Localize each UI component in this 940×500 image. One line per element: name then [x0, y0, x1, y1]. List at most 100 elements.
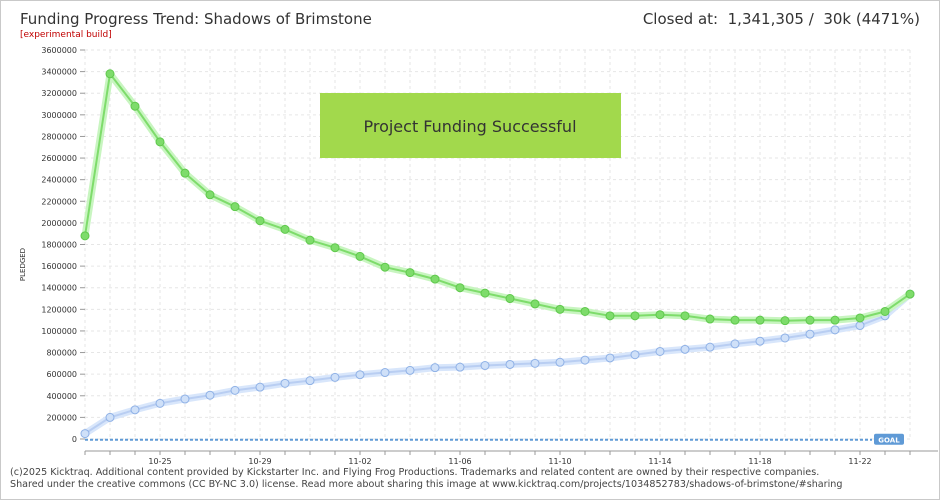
pledged-data-point [255, 382, 265, 392]
trend-data-point [455, 283, 465, 293]
x-tick-label: 11-10 [548, 457, 571, 466]
y-tick-label: 600000 [46, 370, 77, 379]
pledged-data-point [455, 362, 465, 372]
trend-data-point [830, 315, 840, 325]
trend-data-point [430, 274, 440, 284]
trend-data-point [655, 310, 665, 320]
pledged-data-point [855, 321, 865, 331]
page-title: Funding Progress Trend: Shadows of Brims… [20, 10, 372, 28]
pledged-data-point [105, 412, 115, 422]
success-banner-box [320, 93, 621, 158]
pledged-data-point [405, 365, 415, 375]
pledged-data-point [680, 344, 690, 354]
trend-data-point [355, 251, 365, 261]
trend-data-point [405, 268, 415, 278]
pledged-data-point [705, 342, 715, 352]
trend-data-point [180, 168, 190, 178]
x-tick-label: 10-25 [148, 457, 171, 466]
trend-data-point [705, 314, 715, 324]
x-tick-label: 11-14 [648, 457, 671, 466]
pledged-data-point [605, 353, 615, 363]
y-tick-label: 2200000 [41, 197, 77, 206]
success-banner-text: Project Funding Successful [363, 117, 576, 136]
pledged-data-point [555, 357, 565, 367]
y-tick-label: 3600000 [41, 46, 77, 55]
copyright-footer: (c)2025 Kicktraq. Additional content pro… [10, 467, 842, 491]
trend-data-point [105, 69, 115, 79]
goal-badge-label: GOAL [878, 436, 900, 444]
y-tick-label: 2800000 [41, 132, 77, 141]
trend-data-point [205, 190, 215, 200]
success-banner: Project Funding Successful [320, 93, 621, 158]
pledged-data-point [280, 378, 290, 388]
pledged-series-line [84, 293, 911, 435]
y-tick-label: 800000 [46, 349, 77, 358]
pledged-data-point [130, 405, 140, 415]
pledged-data-point [180, 394, 190, 404]
trend-data-point [280, 224, 290, 234]
pledged-series-band [81, 290, 914, 438]
trend-data-point [780, 316, 790, 326]
pledged-data-point [430, 363, 440, 373]
trend-data-point [505, 294, 515, 304]
pledged-data-point [655, 346, 665, 356]
trend-data-point [530, 299, 540, 309]
pledged-data-point [305, 376, 315, 386]
trend-data-point [905, 289, 915, 299]
y-tick-label: 1400000 [41, 284, 77, 293]
trend-data-point [805, 315, 815, 325]
y-tick-label: 2000000 [41, 219, 77, 228]
pledged-data-point [505, 359, 515, 369]
trend-data-point [730, 315, 740, 325]
trend-data-point [380, 262, 390, 272]
trend-data-point [80, 231, 90, 241]
trend-data-point [555, 304, 565, 314]
pledged-data-point [580, 355, 590, 365]
trend-data-point [605, 311, 615, 321]
trend-data-point [630, 311, 640, 321]
x-tick-label: 11-22 [848, 457, 871, 466]
y-tick-label: 400000 [46, 392, 77, 401]
y-tick-label: 1000000 [41, 327, 77, 336]
trend-data-point [880, 306, 890, 316]
trend-data-point [230, 202, 240, 212]
x-tick-label: 11-06 [448, 457, 471, 466]
series-group [80, 69, 915, 439]
trend-data-point [305, 235, 315, 245]
closed-at-summary: Closed at: 1,341,305 / 30k (4471%) [642, 10, 920, 28]
y-tick-label: 2400000 [41, 176, 77, 185]
pledged-data-point [755, 336, 765, 346]
x-tick-label: 11-02 [348, 457, 371, 466]
trend-data-point [480, 288, 490, 298]
x-axis: 10-25 10-29 11-02 11-06 11-10 11-14 11-18 11-22 [84, 450, 938, 466]
y-tick-label: 2600000 [41, 154, 77, 163]
trend-data-point [755, 315, 765, 325]
goal-line: GOAL [85, 433, 904, 445]
pledged-data-point [805, 329, 815, 339]
pledged-data-point [630, 350, 640, 360]
pledged-data-point [330, 372, 340, 382]
y-tick-label: 0 [72, 435, 77, 444]
y-tick-label: 3400000 [41, 68, 77, 77]
y-axis: 0 200000 400000 600000 800000 1000000 1200000 1… [41, 46, 85, 444]
pledged-data-point [355, 370, 365, 380]
x-tick-label: 11-18 [748, 457, 771, 466]
trend-data-point [680, 311, 690, 321]
trend-series-line [84, 72, 911, 322]
pledged-data-point [230, 385, 240, 395]
build-badge: [experimental build] [20, 30, 112, 40]
y-tick-label: 3200000 [41, 89, 77, 98]
y-tick-label: 1800000 [41, 241, 77, 250]
pledged-data-point [780, 333, 790, 343]
x-tick-label: 10-29 [248, 457, 271, 466]
pledged-data-point [380, 368, 390, 378]
pledged-data-point [155, 398, 165, 408]
goal-badge [874, 433, 904, 445]
trend-data-point [330, 243, 340, 253]
y-tick-label: 1600000 [41, 262, 77, 271]
pledged-data-point [80, 429, 90, 439]
y-tick-label: 200000 [46, 413, 77, 422]
footer-line-2: Shared under the creative commons (CC BY… [10, 479, 843, 490]
